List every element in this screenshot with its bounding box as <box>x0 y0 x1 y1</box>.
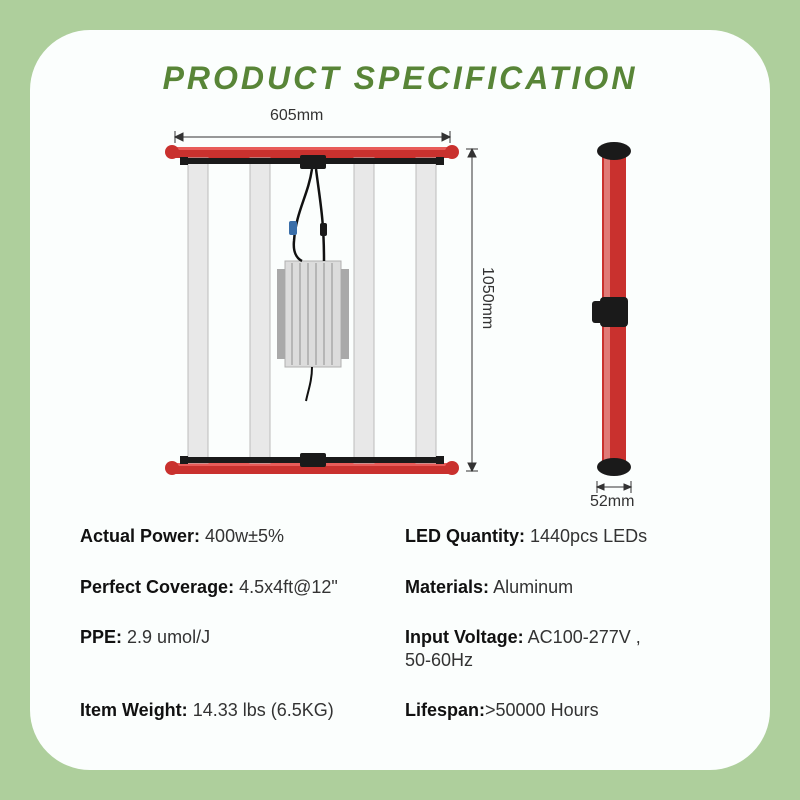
spec-ppe: PPE: 2.9 umol/J <box>80 626 395 671</box>
spec-lifespan: Lifespan:>50000 Hours <box>405 699 720 722</box>
spec-weight: Item Weight: 14.33 lbs (6.5KG) <box>80 699 395 722</box>
dim-depth: 52mm <box>590 493 634 511</box>
spec-card: PRODUCT SPECIFICATION <box>30 30 770 770</box>
spec-input-voltage: Input Voltage: AC100-277V , 50-60Hz <box>405 626 720 671</box>
page-title: PRODUCT SPECIFICATION <box>80 60 720 97</box>
spec-grid: Actual Power: 400w±5% LED Quantity: 1440… <box>80 517 720 722</box>
dim-width: 605mm <box>270 107 323 125</box>
side-view-diagram <box>560 101 680 501</box>
spec-materials: Materials: Aluminum <box>405 576 720 599</box>
dim-height: 1050mm <box>478 267 496 329</box>
diagram-area: 605mm 1050mm 52mm <box>80 101 720 501</box>
spec-led-quantity: LED Quantity: 1440pcs LEDs <box>405 525 720 548</box>
spec-actual-power: Actual Power: 400w±5% <box>80 525 395 548</box>
spec-coverage: Perfect Coverage: 4.5x4ft@12" <box>80 576 395 599</box>
